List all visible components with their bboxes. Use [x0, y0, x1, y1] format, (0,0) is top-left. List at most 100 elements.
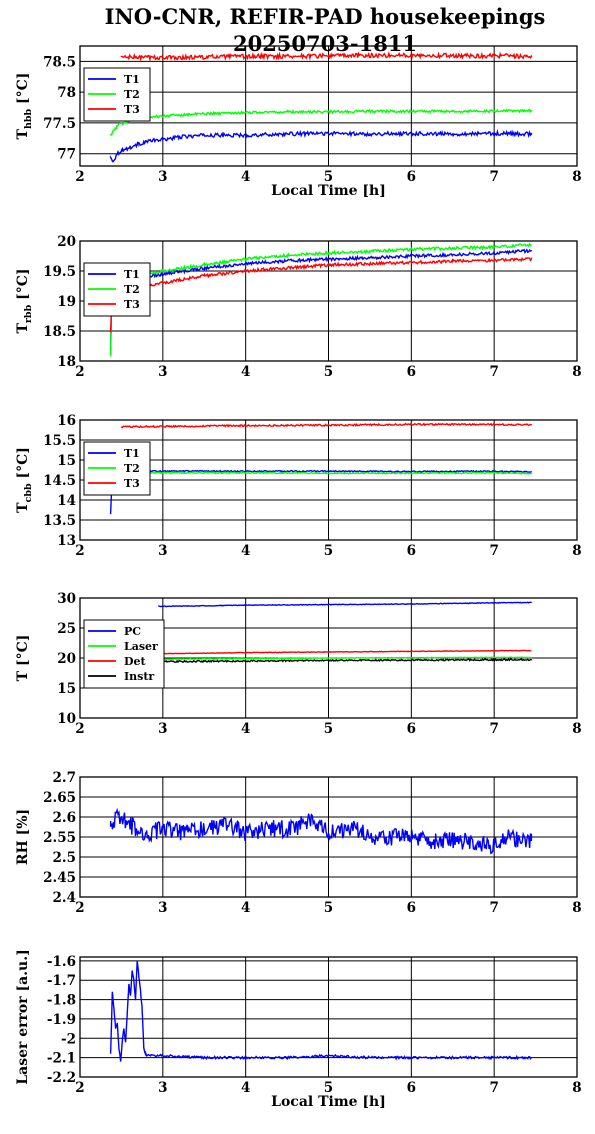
series-line-t3 — [109, 256, 533, 333]
x-tick-label: 3 — [158, 543, 167, 559]
series-line-data — [109, 807, 533, 855]
x-tick-label: 7 — [489, 1080, 498, 1096]
figure-title-line1: INO-CNR, REFIR-PAD housekeepings — [105, 4, 546, 29]
y-tick-label: -2 — [61, 1031, 76, 1047]
series-line-t2 — [109, 471, 533, 481]
y-tick-label: 20 — [57, 234, 76, 250]
series-line-t1 — [109, 248, 533, 351]
y-tick-label: 2.55 — [43, 830, 76, 846]
y-tick-label: -1.7 — [47, 973, 76, 989]
y-tick-label: 15.5 — [43, 433, 76, 449]
legend-label-t3: T3 — [124, 477, 140, 490]
legend: T1 T2 T3 — [83, 262, 151, 317]
legend-label-det: Det — [124, 655, 147, 668]
y-tick-label: -2.2 — [47, 1070, 76, 1086]
x-tick-label: 4 — [241, 721, 250, 737]
y-tick-label: 15 — [57, 453, 76, 469]
x-tick-label: 3 — [158, 364, 167, 380]
x-tick-label: 8 — [572, 364, 581, 380]
y-axis-label: T [°C] — [15, 635, 31, 682]
x-tick-label: 6 — [407, 900, 416, 916]
plot-frame — [79, 419, 578, 541]
x-tick-label: 8 — [572, 900, 581, 916]
legend-label-t1: T1 — [124, 268, 140, 281]
x-tick-label: 2 — [75, 900, 84, 916]
x-tick-label: 5 — [324, 721, 333, 737]
y-tick-label: 18.5 — [43, 324, 76, 340]
y-tick-label: 78 — [57, 85, 76, 101]
legend-label-t1: T1 — [124, 73, 140, 86]
y-tick-label: 2.7 — [53, 770, 77, 786]
y-tick-label: 10 — [57, 711, 76, 727]
x-tick-label: 5 — [324, 364, 333, 380]
series-line-t3 — [120, 422, 533, 429]
x-tick-label: 8 — [572, 169, 581, 185]
y-tick-label: 14 — [57, 493, 76, 509]
y-tick-label: 15 — [57, 681, 76, 697]
legend: T1 T2 T3 — [83, 67, 151, 122]
chart-panel-6: 2 3 4 5 6 7 8 -2.2 -2.1 -2 -1.9 -1.8 -1.7 -1.6 Local T… — [15, 949, 582, 1110]
plot-frame — [79, 956, 578, 1078]
legend-label-t3: T3 — [124, 103, 140, 116]
y-tick-label: 78.5 — [43, 54, 76, 70]
y-tick-label: 25 — [57, 621, 76, 637]
series-line-t1 — [109, 469, 533, 515]
series-line-data — [109, 960, 533, 1062]
legend-label-t2: T2 — [124, 283, 140, 296]
x-tick-label: 6 — [407, 543, 416, 559]
y-tick-label: 2.45 — [43, 870, 76, 886]
series-line-t3 — [120, 51, 533, 63]
x-tick-label: 6 — [407, 364, 416, 380]
y-tick-label: 2.5 — [53, 850, 77, 866]
series-line-t2 — [109, 242, 532, 357]
y-tick-label: 2.4 — [53, 890, 77, 906]
y-tick-label: 2.65 — [43, 790, 76, 806]
y-axis-label: Trbb [°C] — [15, 269, 34, 334]
x-tick-label: 3 — [158, 1080, 167, 1096]
x-axis-label: Local Time [h] — [271, 1094, 386, 1110]
y-tick-label: 77 — [57, 147, 76, 163]
y-tick-label: 19.5 — [43, 264, 76, 280]
y-tick-label: 19 — [57, 294, 76, 310]
y-tick-label: 16 — [57, 413, 76, 429]
x-tick-label: 7 — [489, 169, 498, 185]
legend: PC Laser Det Instr — [83, 619, 165, 689]
legend-label-t2: T2 — [124, 462, 140, 475]
series-line-pc — [158, 601, 533, 608]
x-tick-label: 3 — [158, 169, 167, 185]
y-tick-label: 77.5 — [43, 116, 76, 132]
x-tick-label: 7 — [489, 543, 498, 559]
x-tick-label: 4 — [241, 900, 250, 916]
series-line-instr — [158, 657, 533, 664]
x-tick-label: 2 — [75, 1080, 84, 1096]
y-tick-label: 2.6 — [53, 810, 77, 826]
chart-panel-5: 2 3 4 5 6 7 8 2.4 2.45 2.5 2.55 2.6 2.65 2.7 RH [%] — [15, 770, 582, 916]
x-tick-label: 4 — [241, 364, 250, 380]
legend-label-t1: T1 — [124, 447, 140, 460]
y-tick-label: 13 — [57, 533, 76, 549]
y-axis-label: Thbb [°C] — [15, 73, 34, 140]
x-tick-label: 8 — [572, 543, 581, 559]
legend-label-t3: T3 — [124, 298, 140, 311]
y-tick-label: 18 — [57, 354, 76, 370]
plot-frame — [79, 776, 578, 898]
x-tick-label: 4 — [241, 543, 250, 559]
series-line-t2 — [109, 108, 533, 136]
chart-panel-2: 2 3 4 5 6 7 8 18 18.5 19 19.5 20 Trbb [°C] T1 T2 T3 — [15, 234, 582, 380]
plot-frame — [79, 45, 578, 167]
series-line-laser — [158, 656, 533, 661]
series-line-t1 — [109, 128, 533, 163]
plot-frame — [79, 597, 578, 719]
x-tick-label: 7 — [489, 364, 498, 380]
figure-title-line2: 20250703-1811 — [233, 31, 417, 56]
legend-label-t2: T2 — [124, 88, 140, 101]
x-tick-label: 6 — [407, 721, 416, 737]
x-tick-label: 7 — [489, 721, 498, 737]
x-tick-label: 3 — [158, 900, 167, 916]
x-tick-label: 2 — [75, 721, 84, 737]
chart-panel-4: 2 3 4 5 6 7 8 10 15 20 25 30 T [°C] PC Laser Det Instr — [15, 591, 582, 737]
x-tick-label: 5 — [324, 169, 333, 185]
y-tick-label: -2.1 — [47, 1051, 76, 1067]
